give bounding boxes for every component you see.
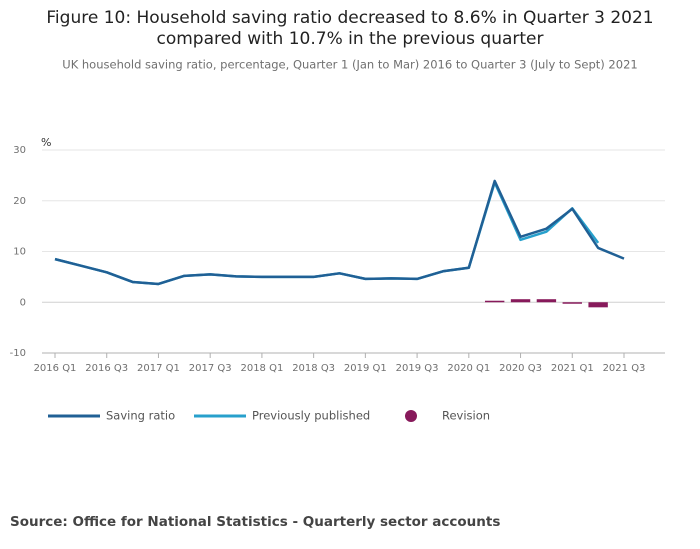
x-tick-label: 2017 Q3 xyxy=(189,363,232,374)
x-tick-label: 2019 Q1 xyxy=(344,363,387,374)
x-tick-label: 2019 Q3 xyxy=(396,363,439,374)
x-tick-label: 2021 Q1 xyxy=(551,363,594,374)
y-tick-label: 10 xyxy=(13,247,26,258)
x-tick-label: 2018 Q3 xyxy=(292,363,335,374)
chart-title: compared with 10.7% in the previous quar… xyxy=(156,29,543,49)
revision-bar xyxy=(562,302,582,304)
legend-swatch xyxy=(405,410,417,422)
x-tick-label: 2020 Q3 xyxy=(499,363,542,374)
line-series xyxy=(54,181,600,286)
legend-label: Saving ratio xyxy=(106,409,175,423)
y-axis-label: % xyxy=(41,136,51,149)
x-tick-label: 2016 Q1 xyxy=(34,363,77,374)
revision-bar xyxy=(588,302,608,308)
x-tick-label: 2018 Q1 xyxy=(240,363,283,374)
legend-label: Previously published xyxy=(252,409,370,423)
revision-bar xyxy=(536,299,557,303)
x-tick-label: 2017 Q1 xyxy=(137,363,180,374)
y-tick-label: -10 xyxy=(10,348,26,359)
revision-bar xyxy=(484,300,505,303)
y-tick-label: 30 xyxy=(13,145,26,156)
line-series xyxy=(54,179,625,286)
chart-title: Figure 10: Household saving ratio decrea… xyxy=(46,8,653,28)
chart-subtitle: UK household saving ratio, percentage, Q… xyxy=(62,58,637,72)
legend-label: Revision xyxy=(442,409,490,423)
y-tick-label: 0 xyxy=(20,297,26,308)
x-tick-label: 2020 Q1 xyxy=(447,363,490,374)
revision-bar xyxy=(510,299,531,303)
x-tick-label: 2016 Q3 xyxy=(85,363,128,374)
y-tick-label: 20 xyxy=(13,196,26,207)
x-tick-label: 2021 Q3 xyxy=(603,363,646,374)
source: Source: Office for National Statistics -… xyxy=(10,514,500,530)
